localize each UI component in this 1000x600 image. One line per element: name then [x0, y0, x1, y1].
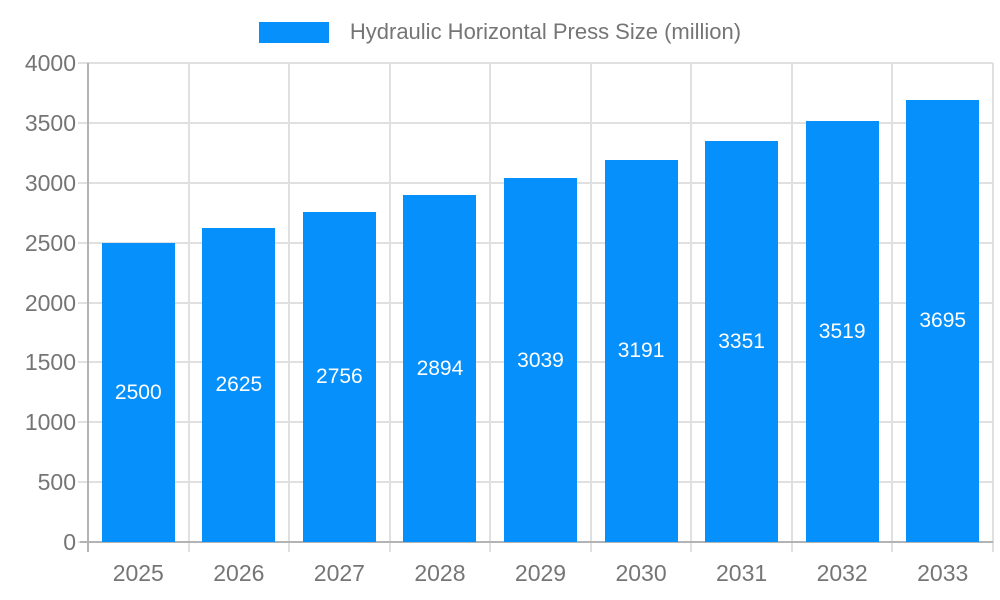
y-axis-line [87, 63, 89, 552]
x-axis-label: 2030 [615, 560, 667, 586]
y-axis-tick [78, 361, 88, 364]
bar-2032: 3519 [805, 120, 879, 542]
bar-2027: 2756 [302, 211, 376, 542]
bar-value-label: 3191 [617, 339, 665, 363]
bar-value-label: 2894 [416, 357, 464, 381]
y-axis-tick [78, 301, 88, 304]
y-axis-label: 3000 [24, 169, 76, 196]
bar-2028: 2894 [403, 195, 477, 542]
y-axis-label: 1000 [24, 409, 76, 436]
legend-swatch [258, 21, 329, 43]
y-axis-tick [78, 62, 88, 64]
bar-2033: 3695 [906, 99, 980, 542]
y-gridline [88, 62, 993, 64]
y-axis-tick [78, 421, 88, 424]
x-axis-tick [790, 542, 793, 552]
x-axis-line [80, 541, 993, 543]
y-axis-tick [78, 121, 88, 124]
y-axis-tick [78, 481, 88, 484]
legend-label: Hydraulic Horizontal Press Size (million… [349, 19, 742, 44]
bar-value-label: 3695 [919, 309, 967, 333]
bar-2025: 2500 [101, 242, 175, 542]
y-axis-label: 4000 [24, 50, 76, 76]
x-axis-tick [187, 542, 190, 552]
y-axis-tick [78, 181, 88, 184]
x-axis-label: 2025 [112, 560, 164, 586]
x-axis-tick [992, 542, 994, 552]
bar-value-label: 3039 [517, 348, 564, 372]
x-axis-tick [489, 542, 492, 552]
bar-2031: 3351 [705, 140, 779, 542]
x-axis-tick [690, 542, 693, 552]
x-axis-tick [891, 542, 894, 552]
x-gridline [589, 63, 592, 542]
x-axis-label: 2033 [917, 560, 969, 586]
x-gridline [891, 63, 894, 542]
x-axis-label: 2031 [716, 560, 768, 586]
legend: Hydraulic Horizontal Press Size (million… [0, 14, 1000, 50]
y-axis-label: 500 [37, 469, 76, 496]
y-axis-label: 2500 [24, 229, 76, 256]
x-gridline [690, 63, 693, 542]
x-axis-label: 2032 [816, 560, 868, 586]
bar-value-label: 3519 [818, 319, 866, 343]
x-gridline [790, 63, 793, 542]
bar-value-label: 2625 [215, 373, 263, 397]
y-axis-label: 1500 [24, 349, 76, 376]
x-gridline [388, 63, 391, 542]
x-axis-tick [388, 542, 391, 552]
y-axis-label: 3500 [24, 109, 76, 136]
x-gridline [489, 63, 492, 542]
y-axis-tick [78, 241, 88, 244]
x-axis-label: 2028 [414, 560, 466, 586]
bar-value-label: 2500 [114, 380, 162, 404]
y-axis-label: 0 [63, 529, 76, 555]
y-gridline [88, 121, 993, 124]
bar-value-label: 3351 [718, 329, 765, 353]
x-axis-label: 2027 [313, 560, 365, 586]
bar-value-label: 2756 [316, 365, 363, 389]
x-axis-tick [288, 542, 291, 552]
x-axis-label: 2026 [213, 560, 265, 586]
x-gridline [187, 63, 190, 542]
x-axis-tick [589, 542, 592, 552]
bar-2029: 3039 [504, 178, 577, 542]
bar-2026: 2625 [202, 227, 276, 542]
x-axis-label: 2029 [514, 560, 567, 586]
x-gridline [992, 63, 994, 542]
bar-2030: 3191 [604, 159, 678, 542]
y-axis-label: 2000 [24, 289, 76, 316]
x-gridline [288, 63, 291, 542]
